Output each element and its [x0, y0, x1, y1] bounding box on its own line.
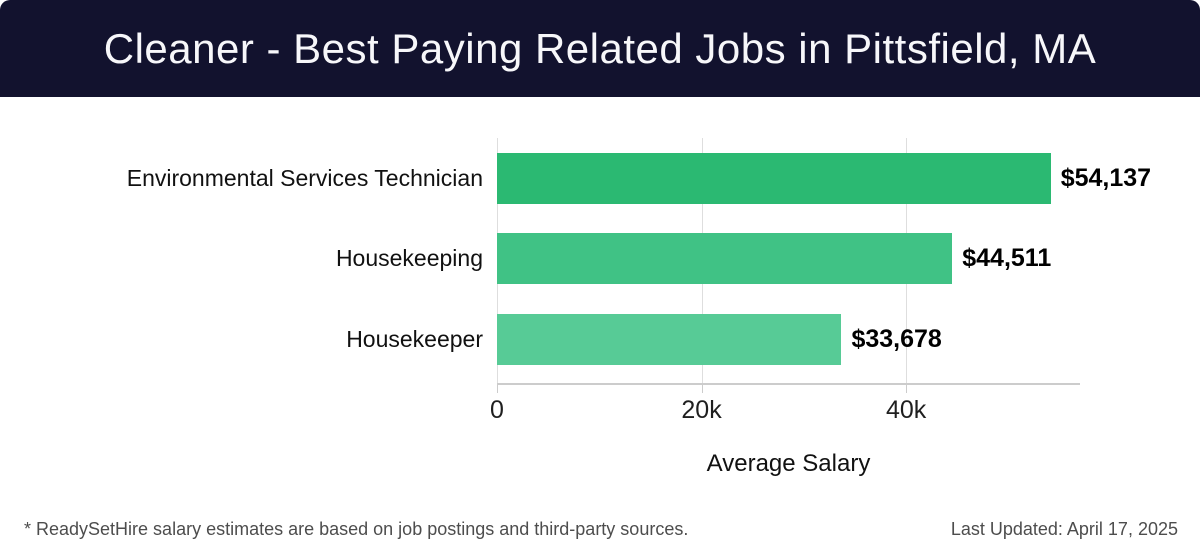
chart-title: Cleaner - Best Paying Related Jobs in Pi…: [103, 24, 1097, 72]
tick-label: 0: [490, 396, 504, 424]
tick-label: 40k: [885, 396, 927, 424]
title-bar: Cleaner - Best Paying Related Jobs in Pi…: [0, 0, 1200, 97]
value-label: $44,511: [962, 244, 1052, 272]
tick-label: 20k: [681, 396, 722, 424]
axis-tick: [906, 385, 908, 393]
category-label: Environmental Services Technician: [126, 165, 483, 191]
bar: [497, 314, 842, 365]
bar: [497, 153, 1051, 204]
value-label: $54,137: [1060, 164, 1152, 192]
bar: [497, 233, 953, 284]
x-axis-title: Average Salary: [706, 450, 871, 477]
footnote: * ReadySetHire salary estimates are base…: [24, 519, 689, 539]
last-updated: Last Updated: April 17, 2025: [950, 519, 1178, 539]
axis-tick: [497, 385, 498, 393]
plot-area: [497, 138, 1080, 385]
axis-tick: [701, 385, 703, 393]
value-label: $33,678: [851, 325, 942, 353]
category-label: Housekeeper: [346, 326, 483, 352]
category-label: Housekeeping: [335, 245, 483, 271]
